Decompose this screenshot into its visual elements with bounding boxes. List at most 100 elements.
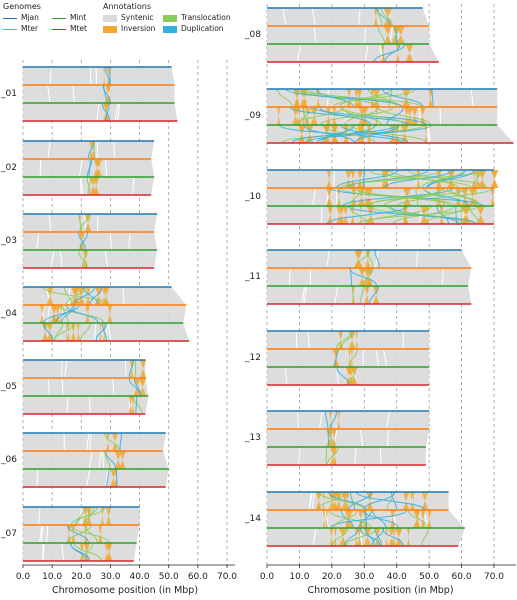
- duplication-mark: [362, 169, 365, 189]
- syntenic-gap: [109, 232, 112, 250]
- translocation-mark: [340, 330, 354, 350]
- syntenic-band: [23, 67, 175, 85]
- translocation-mark: [354, 249, 370, 269]
- syntenic-gap: [48, 214, 52, 232]
- syntenic-gap: [325, 510, 329, 528]
- syntenic-gap: [427, 125, 430, 143]
- inversion-mark: [296, 107, 299, 125]
- translocation-mark: [70, 506, 106, 526]
- inversion-mark: [416, 170, 421, 188]
- legend-item-mjan: Mjan: [3, 13, 39, 22]
- syntenic-gap: [46, 525, 49, 543]
- inversion-mark: [415, 510, 420, 528]
- inversion-mark: [348, 331, 356, 349]
- syntenic-gap: [327, 89, 329, 107]
- translocation-mark: [392, 25, 400, 45]
- translocation-mark: [339, 88, 392, 108]
- syntenic-band: [267, 250, 472, 268]
- syntenic-gap: [68, 287, 71, 305]
- translocation-mark: [381, 43, 385, 63]
- syntenic-gap: [94, 323, 96, 341]
- duplication-mark: [65, 304, 99, 324]
- translocation-mark: [299, 106, 312, 126]
- translocation-mark: [368, 169, 472, 189]
- syntenic-gap: [312, 188, 317, 206]
- duplication-mark: [320, 124, 355, 144]
- translocation-mark: [326, 446, 339, 466]
- syntenic-gap: [64, 360, 68, 378]
- translocation-mark: [296, 88, 379, 108]
- syntenic-band: [23, 525, 140, 543]
- duplication-mark: [369, 285, 379, 305]
- inversion-mark: [383, 8, 393, 26]
- translocation-mark: [79, 213, 89, 233]
- inversion-mark: [112, 433, 118, 451]
- inversion-mark: [89, 177, 98, 195]
- inversion-mark: [330, 125, 339, 143]
- syntenic-gap: [86, 469, 91, 487]
- duplication-mark: [135, 395, 138, 415]
- duplication-mark: [289, 106, 409, 126]
- syntenic-gap: [42, 543, 44, 561]
- inversion-mark: [325, 510, 328, 528]
- translocation-mark: [469, 205, 480, 225]
- syntenic-band: [267, 411, 430, 429]
- duplication-mark: [105, 102, 110, 122]
- inversion-mark: [346, 89, 352, 107]
- x-tick-label: 60.0: [452, 572, 472, 582]
- translocation-mark: [76, 506, 86, 526]
- inversion-mark: [490, 188, 495, 206]
- syntenic-gap: [102, 451, 105, 469]
- inversion-mark: [70, 323, 76, 341]
- syntenic-gap: [47, 141, 51, 159]
- syntenic-gap: [41, 525, 43, 543]
- translocation-mark: [425, 205, 466, 225]
- syntenic-gap: [80, 177, 84, 195]
- syntenic-band: [267, 8, 430, 26]
- duplication-mark: [70, 542, 90, 562]
- syntenic-gap: [364, 44, 369, 62]
- inversion-mark: [325, 429, 335, 447]
- syntenic-band: [267, 170, 494, 188]
- duplication-mark: [291, 124, 398, 144]
- syntenic-gap: [379, 447, 382, 465]
- inversion-mark: [401, 89, 411, 107]
- inversion-mark: [329, 528, 334, 546]
- inversion-mark: [103, 67, 106, 85]
- duplication-mark: [359, 509, 372, 529]
- syntenic-gap: [298, 447, 301, 465]
- inversion-mark: [365, 188, 374, 206]
- x-axis-label: Chromosome position (in Mbp): [307, 585, 453, 596]
- x-tick-label: 30.0: [354, 572, 374, 582]
- translocation-mark: [407, 169, 487, 189]
- syntenic-gap: [311, 492, 315, 510]
- syntenic-gap: [284, 367, 288, 385]
- translocation-mark: [339, 169, 485, 189]
- inversion-mark: [298, 107, 301, 125]
- syntenic-gap: [288, 268, 291, 286]
- translocation-mark: [77, 249, 88, 269]
- syntenic-band: [267, 286, 472, 304]
- duplication-mark: [349, 491, 356, 511]
- syntenic-band: [23, 103, 178, 121]
- syntenic-gap: [105, 159, 108, 177]
- syntenic-band: [23, 378, 149, 396]
- x-tick-label: 40.0: [130, 572, 150, 582]
- syntenic-gap: [60, 360, 63, 378]
- syntenic-band: [23, 232, 158, 250]
- translocation-mark: [348, 348, 358, 368]
- x-tick-label: 40.0: [387, 572, 407, 582]
- inversion-mark: [402, 492, 410, 510]
- syntenic-gap: [37, 507, 41, 525]
- syntenic-gap: [313, 26, 317, 44]
- duplication-mark: [384, 43, 401, 63]
- inversion-mark: [412, 492, 415, 510]
- duplication-mark: [334, 348, 339, 368]
- syntenic-band: [23, 214, 158, 232]
- duplication-mark: [374, 249, 380, 269]
- inversion-mark: [93, 159, 100, 177]
- translocation-mark: [333, 509, 358, 529]
- duplication-mark: [376, 7, 391, 27]
- syntenic-gap: [39, 159, 42, 177]
- inversion-mark: [326, 107, 331, 125]
